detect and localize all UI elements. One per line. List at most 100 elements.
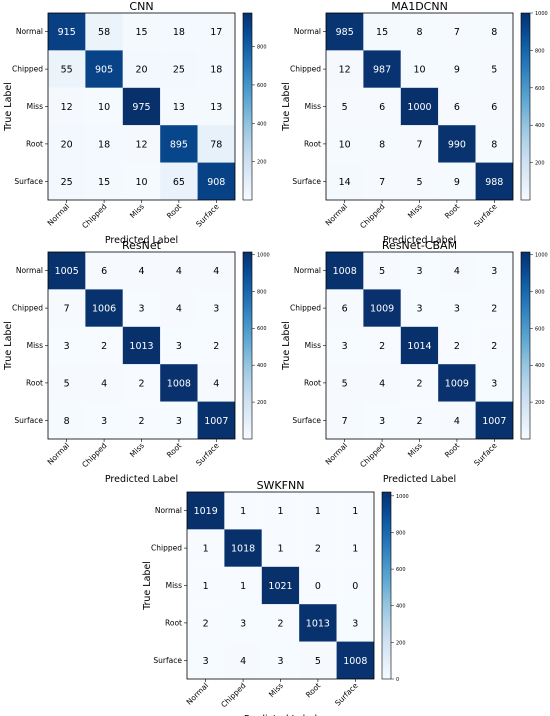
cell-value-label: 3 [416, 266, 422, 277]
y-tick-label: Surface [292, 177, 321, 186]
cell-value-label: 990 [448, 139, 466, 150]
colorbar-tick-label: 600 [257, 326, 267, 332]
heatmap-cell [197, 289, 235, 327]
colorbar-tick-label: 400 [257, 363, 267, 369]
heatmap-cell [187, 604, 225, 642]
heatmap-cell [122, 162, 161, 200]
heatmap-cell [197, 13, 235, 51]
cell-value-label: 1018 [231, 544, 255, 555]
cell-value-label: 15 [376, 27, 388, 38]
x-tick-label: Root [304, 681, 322, 699]
heatmap-cell [261, 566, 300, 605]
heatmap-cell [400, 289, 439, 327]
x-tick-label: Chipped [219, 681, 247, 709]
y-tick-label: Miss [27, 102, 43, 111]
cell-value-label: 7 [416, 139, 422, 150]
cell-value-label: 5 [342, 378, 348, 389]
cell-value-label: 8 [379, 139, 385, 150]
heatmap-cell [475, 326, 513, 365]
colorbar-tick-label: 800 [257, 289, 267, 295]
x-tick-label: Surface [194, 202, 221, 229]
x-tick-label: Surface [472, 441, 499, 468]
x-tick-label: Surface [472, 202, 499, 229]
cell-value-label: 6 [454, 102, 460, 113]
cell-value-label: 10 [98, 102, 110, 113]
heatmap-cell [197, 87, 235, 126]
x-tick-label: Chipped [358, 202, 386, 230]
cell-value-label: 4 [101, 378, 107, 389]
cell-value-label: 3 [491, 266, 497, 277]
cell-value-label: 65 [173, 177, 185, 188]
heatmap-cell [299, 529, 337, 567]
heatmap-cell [400, 162, 439, 200]
colorbar-tick-label: 400 [535, 123, 545, 129]
heatmap-cell [197, 364, 235, 402]
heatmap-cell [400, 13, 439, 51]
confusion-matrix-panel: SWKFNN 1019 1 1 1 1 1 1018 1 2 1 1 1 1021 0 0 2 3 2 1013 3 3 4… [142, 479, 409, 716]
heatmap-cell [363, 326, 401, 365]
heatmap-cell [400, 326, 439, 365]
cell-value-label: 987 [373, 65, 391, 76]
cell-value-label: 17 [210, 27, 222, 38]
x-tick-label: Normal [185, 681, 211, 707]
y-tick-label: Normal [155, 506, 182, 515]
cell-value-label: 2 [138, 378, 144, 389]
cell-value-label: 3 [101, 416, 107, 427]
cell-value-label: 1 [277, 544, 283, 555]
cell-value-label: 1008 [343, 656, 367, 667]
heatmap-cell [400, 125, 439, 163]
heatmap-cell [160, 326, 198, 365]
heatmap-cell [187, 492, 225, 530]
heatmap-cell [160, 289, 198, 327]
x-tick-label: Root [443, 202, 461, 220]
cell-value-label: 78 [210, 139, 222, 150]
heatmap-cell [438, 401, 476, 439]
heatmap-cell [438, 162, 476, 200]
heatmap-cell [261, 529, 300, 567]
cell-value-label: 3 [138, 304, 144, 315]
cell-value-label: 1019 [194, 506, 218, 517]
cell-value-label: 3 [64, 341, 70, 352]
heatmap-cell [85, 13, 123, 51]
panel-title: CNN [129, 0, 153, 13]
x-tick-label: Surface [333, 681, 360, 708]
heatmap-cell [197, 162, 235, 200]
cell-value-label: 3 [277, 656, 283, 667]
cell-value-label: 2 [203, 618, 209, 629]
x-axis-label: Predicted Label [383, 474, 456, 485]
cell-value-label: 975 [132, 102, 150, 113]
heatmap-cell [438, 289, 476, 327]
heatmap-cell [400, 252, 439, 290]
cell-value-label: 1021 [268, 581, 292, 592]
heatmap-cell [187, 529, 225, 567]
panel-title: SWKFNN [257, 479, 305, 492]
heatmap-cell [122, 125, 161, 163]
cell-value-label: 3 [203, 656, 209, 667]
heatmap-cell [261, 492, 300, 530]
cell-value-label: 1 [203, 581, 209, 592]
heatmap-cell [326, 401, 364, 439]
x-tick-label: Miss [406, 202, 424, 220]
cell-value-label: 3 [352, 618, 358, 629]
colorbar-tick-label: 800 [535, 48, 545, 54]
cell-value-label: 10 [413, 65, 425, 76]
y-tick-label: Root [26, 378, 43, 387]
panel-title: ResNet [122, 239, 162, 252]
heatmap-cell [122, 401, 161, 439]
heatmap-cell [299, 604, 337, 642]
heatmap-cell [299, 641, 337, 679]
cell-value-label: 905 [95, 65, 113, 76]
heatmap-cell [475, 125, 513, 163]
heatmap-cell [261, 604, 300, 642]
heatmap-cell [400, 50, 439, 88]
heatmap-cell [336, 604, 374, 642]
heatmap-cell [326, 87, 364, 126]
cell-value-label: 18 [98, 139, 110, 150]
colorbar-tick-label: 400 [396, 604, 406, 610]
cell-value-label: 1006 [92, 304, 116, 315]
cell-value-label: 1005 [55, 266, 79, 277]
y-axis-label: True Label [3, 321, 14, 371]
cell-value-label: 4 [213, 266, 219, 277]
colorbar-tick-label: 1000 [396, 494, 409, 500]
cell-value-label: 7 [454, 27, 460, 38]
